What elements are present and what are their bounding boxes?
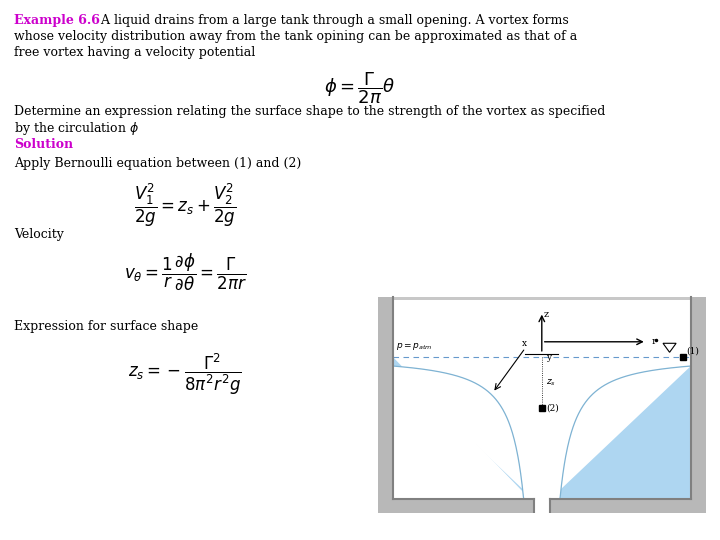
Text: Apply Bernoulli equation between (1) and (2): Apply Bernoulli equation between (1) and…: [14, 157, 301, 170]
Polygon shape: [392, 300, 691, 500]
Text: (2): (2): [546, 403, 559, 413]
Text: r: r: [652, 336, 657, 346]
Text: whose velocity distribution away from the tank opining can be approximated as th: whose velocity distribution away from th…: [14, 30, 577, 43]
Text: (1): (1): [686, 346, 699, 355]
Text: z: z: [544, 310, 549, 319]
Text: $v_\theta = \dfrac{1}{r}\dfrac{\partial\phi}{\partial\theta} = \dfrac{\Gamma}{2\: $v_\theta = \dfrac{1}{r}\dfrac{\partial\…: [124, 252, 246, 292]
Text: Solution: Solution: [14, 138, 73, 151]
Text: Expression for surface shape: Expression for surface shape: [14, 320, 198, 333]
Text: y: y: [546, 353, 551, 362]
Polygon shape: [392, 357, 531, 500]
Text: $\phi = \dfrac{\Gamma}{2\pi}\theta$: $\phi = \dfrac{\Gamma}{2\pi}\theta$: [325, 70, 395, 106]
Polygon shape: [550, 500, 706, 513]
Text: Example 6.6: Example 6.6: [14, 14, 100, 27]
Text: $z_s = -\dfrac{\Gamma^2}{8\pi^2 r^2 g}$: $z_s = -\dfrac{\Gamma^2}{8\pi^2 r^2 g}$: [128, 352, 242, 397]
Text: by the circulation $\phi$: by the circulation $\phi$: [14, 120, 140, 137]
Polygon shape: [378, 297, 392, 513]
Text: $\dfrac{V_1^2}{2g} = z_s + \dfrac{V_2^2}{2g}$: $\dfrac{V_1^2}{2g} = z_s + \dfrac{V_2^2}…: [134, 182, 236, 230]
Text: $p = p_{atm}$: $p = p_{atm}$: [396, 341, 433, 352]
Text: $z_s$: $z_s$: [546, 377, 556, 388]
Polygon shape: [378, 500, 534, 513]
Text: Determine an expression relating the surface shape to the strength of the vortex: Determine an expression relating the sur…: [14, 105, 606, 118]
Polygon shape: [691, 297, 706, 513]
Text: free vortex having a velocity potential: free vortex having a velocity potential: [14, 46, 256, 59]
Text: A liquid drains from a large tank through a small opening. A vortex forms: A liquid drains from a large tank throug…: [97, 14, 569, 27]
Text: Velocity: Velocity: [14, 228, 64, 241]
Polygon shape: [534, 500, 550, 528]
Polygon shape: [392, 366, 691, 500]
Text: x: x: [522, 339, 527, 348]
Polygon shape: [378, 297, 706, 513]
Polygon shape: [553, 357, 691, 500]
